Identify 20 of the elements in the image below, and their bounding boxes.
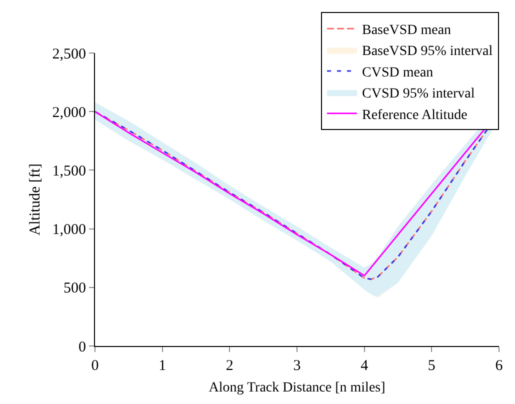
y-tick-label: 0 (78, 339, 86, 356)
legend-label: BaseVSD mean (362, 23, 452, 38)
y-tick-label: 2,000 (52, 104, 86, 121)
x-tick-label: 5 (428, 358, 436, 374)
x-tick-label: 0 (91, 358, 99, 374)
x-tick-label: 1 (158, 358, 166, 374)
legend-label: CVSD mean (362, 65, 434, 80)
x-axis-title: Along Track Distance [n miles] (208, 380, 386, 396)
x-tick-label: 6 (495, 358, 504, 374)
y-tick-label: 2,500 (52, 46, 86, 62)
y-tick-label: 500 (64, 280, 86, 297)
legend-label: CVSD 95% interval (362, 86, 475, 102)
legend-label: Reference Altitude (362, 108, 468, 123)
y-tick-label: 1,000 (52, 222, 86, 238)
legend-label: BaseVSD 95% interval (362, 44, 493, 60)
x-tick-label: 4 (360, 358, 369, 374)
x-tick-label: 2 (226, 358, 234, 374)
y-axis-title: Altitude [ft] (28, 163, 44, 236)
x-tick-label: 3 (293, 358, 301, 374)
y-tick-label: 1,500 (52, 163, 86, 180)
